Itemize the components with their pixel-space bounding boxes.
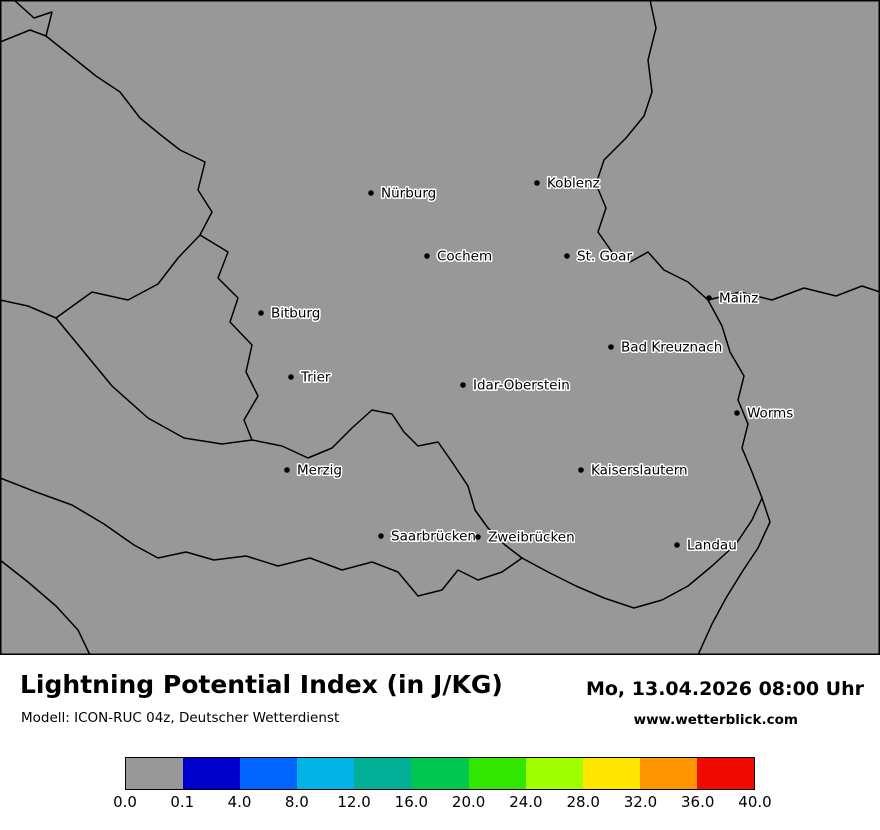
city-label: Bad Kreuznach [621, 340, 722, 356]
border-line [251, 409, 523, 559]
city-label: Bitburg [271, 306, 320, 322]
legend-segment [468, 758, 526, 789]
page-title: Lightning Potential Index (in J/KG) [20, 670, 503, 699]
website-url: www.wetterblick.com [633, 712, 798, 728]
border-line [0, 477, 523, 597]
border-line [0, 299, 57, 319]
legend-tick-label: 0.0 [113, 793, 137, 811]
city-label: Worms [747, 406, 793, 422]
border-line [521, 497, 763, 609]
city-dot [534, 180, 540, 186]
map-background [0, 0, 880, 655]
border-line [697, 497, 771, 655]
legend-tick-label: 4.0 [227, 793, 252, 811]
legend-segment [411, 758, 469, 789]
city-label: Mainz [719, 291, 758, 307]
city-label: Koblenz [547, 176, 600, 192]
city-label: Nürburg [381, 186, 436, 202]
legend-segment [126, 758, 184, 789]
legend-tick-label: 36.0 [681, 793, 715, 811]
border-line [0, 559, 91, 655]
border-line [55, 317, 253, 445]
city-dot [284, 467, 290, 473]
city-label: Merzig [297, 463, 342, 479]
legend-segment [525, 758, 583, 789]
city-dot [288, 374, 294, 380]
city-label: Cochem [437, 249, 492, 265]
city-dot [608, 344, 614, 350]
legend-tick-label: 24.0 [509, 793, 543, 811]
map-borders [0, 0, 880, 655]
map-cities: Nürburg Koblenz Cochem St. Goar Bitburg Mainz… [258, 174, 795, 555]
model-info: Modell: ICON-RUC 04z, Deutscher Wetterdi… [21, 710, 340, 726]
border-line [707, 299, 763, 499]
border-line [55, 234, 201, 319]
border-line [595, 0, 709, 301]
border-line [13, 0, 67, 53]
legend-segment [297, 758, 355, 789]
legend-tick-label: 12.0 [337, 793, 371, 811]
map-frame [0, 0, 880, 655]
border-line [707, 285, 880, 301]
legend-tick-label: 32.0 [623, 793, 658, 811]
city-label: Landau [687, 538, 737, 554]
legend-tick-label: 40.0 [738, 793, 772, 811]
city-dot [460, 382, 466, 388]
city-dot [564, 253, 570, 259]
legend-tick-label: 28.0 [566, 793, 600, 811]
city-dot [368, 190, 374, 196]
legend-segment [240, 758, 298, 789]
color-scale-bar [125, 757, 755, 790]
legend-segment [354, 758, 412, 789]
city-label: Saarbrücken [391, 529, 476, 545]
legend-segment [639, 758, 697, 789]
legend-segment [582, 758, 640, 789]
legend-segment [696, 758, 755, 789]
city-dot [378, 533, 384, 539]
forecast-datetime: Mo, 13.04.2026 08:00 Uhr [585, 678, 864, 700]
city-dot [258, 310, 264, 316]
legend-tick-label: 20.0 [451, 793, 486, 811]
color-scale-labels: 0.0 0.1 4.0 8.0 12.0 16.0 20.0 24.0 28.0 32.0 36.0… [113, 793, 772, 811]
city-dot [424, 253, 430, 259]
weather-map: Nürburg Koblenz Cochem St. Goar Bitburg Mainz… [0, 0, 880, 655]
city-label: Trier [300, 370, 331, 386]
city-label: Zweibrücken [488, 530, 575, 546]
legend-tick-label: 0.1 [170, 793, 195, 811]
city-label: St. Goar [577, 249, 632, 265]
city-dot [674, 542, 680, 548]
city-dot [734, 410, 740, 416]
city-label: Idar-Oberstein [473, 378, 570, 394]
city-label: Kaiserslautern [591, 463, 688, 479]
city-dot [578, 467, 584, 473]
map-canvas: Nürburg Koblenz Cochem St. Goar Bitburg Mainz… [0, 0, 880, 655]
border-line [0, 29, 47, 43]
legend-tick-label: 8.0 [284, 793, 309, 811]
legend-tick-label: 16.0 [394, 793, 429, 811]
city-dot [475, 534, 481, 540]
city-dot [706, 295, 712, 301]
legend-segment [183, 758, 241, 789]
